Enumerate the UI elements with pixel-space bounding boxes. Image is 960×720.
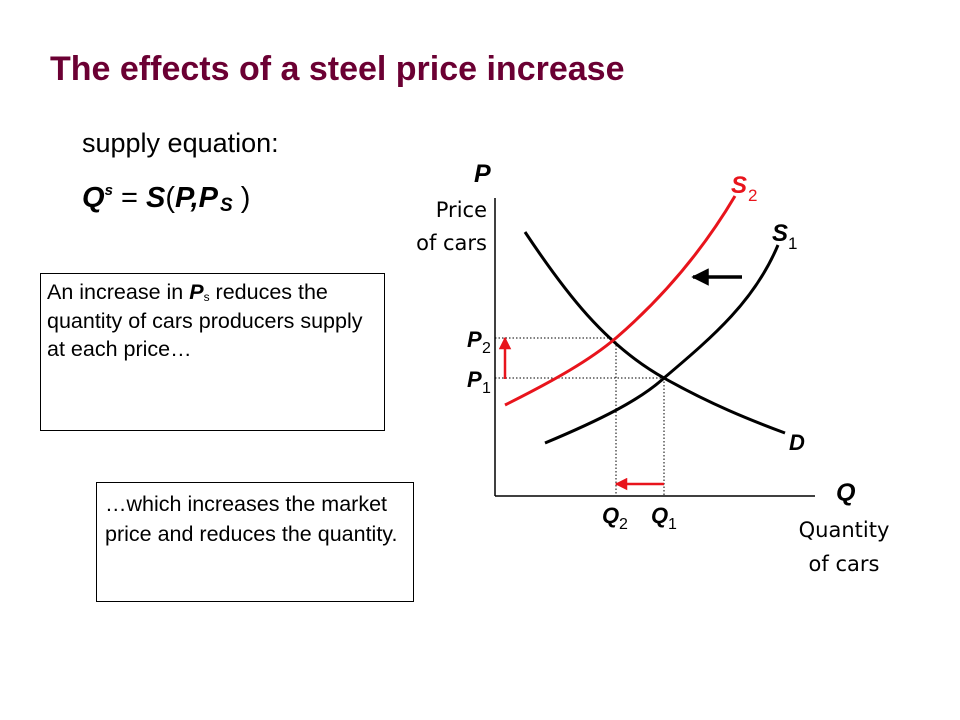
supply-equation: Qs = S(P,P S ) [82, 182, 250, 217]
eq-q: Q [82, 182, 105, 214]
eq-ps-subscript: S [220, 195, 233, 216]
eq-close-paren: ) [232, 182, 251, 214]
box1-text-start: An increase in [47, 280, 190, 304]
supply-curve-s2 [504, 195, 737, 407]
box1-steel-price-sub: s [203, 290, 210, 304]
p2-label: P 2 [467, 327, 491, 357]
eq-open-paren: ( [165, 182, 175, 214]
supply-equation-label: supply equation: [82, 128, 279, 158]
eq-p: P [174, 182, 191, 214]
eq-comma: , [190, 182, 199, 214]
box1-steel-price-var: P [189, 280, 204, 304]
s2-label-letter: S [731, 172, 747, 199]
slide-title: The effects of a steel price increase [50, 50, 625, 88]
x-axis-label-line2: of cars [809, 552, 880, 576]
s1-label: S 1 [772, 220, 797, 253]
q2-label: Q 2 [602, 503, 628, 533]
y-axis-label-line1: Price [436, 198, 487, 222]
eq-ps: P [198, 182, 218, 214]
s1-label-sub: 1 [788, 234, 797, 253]
p2-label-sub: 2 [482, 340, 491, 357]
x-axis-symbol: Q [836, 479, 856, 507]
p1-label: P 1 [467, 367, 491, 397]
box1-text-end: reduces the quantity of cars producers s… [47, 280, 363, 362]
p1-label-letter: P [467, 367, 482, 392]
s2-label-sub: 2 [748, 186, 757, 205]
eq-equals: = [112, 182, 146, 214]
supply-curve-s1 [544, 244, 780, 445]
q1-label-letter: Q [651, 503, 668, 528]
d-label: D [789, 430, 805, 455]
demand-curve [523, 231, 786, 435]
q2-label-sub: 2 [619, 516, 628, 533]
x-axis-label-line1: Quantity [799, 518, 890, 542]
p1-label-sub: 1 [482, 380, 491, 397]
eq-q-superscript: s [104, 182, 113, 199]
explanation-box-2: …which increases the market price and re… [96, 482, 414, 602]
y-axis-symbol: P [474, 160, 491, 188]
s2-label: S 2 [731, 172, 757, 205]
explanation-box-1: An increase in Ps reduces the quantity o… [40, 273, 385, 431]
eq-s: S [145, 182, 166, 214]
s1-label-letter: S [772, 220, 788, 247]
q2-label-letter: Q [602, 503, 619, 528]
q1-label: Q 1 [651, 503, 677, 533]
y-axis-label-line2: of cars [416, 231, 487, 255]
p2-label-letter: P [467, 327, 482, 352]
q1-label-sub: 1 [668, 516, 677, 533]
